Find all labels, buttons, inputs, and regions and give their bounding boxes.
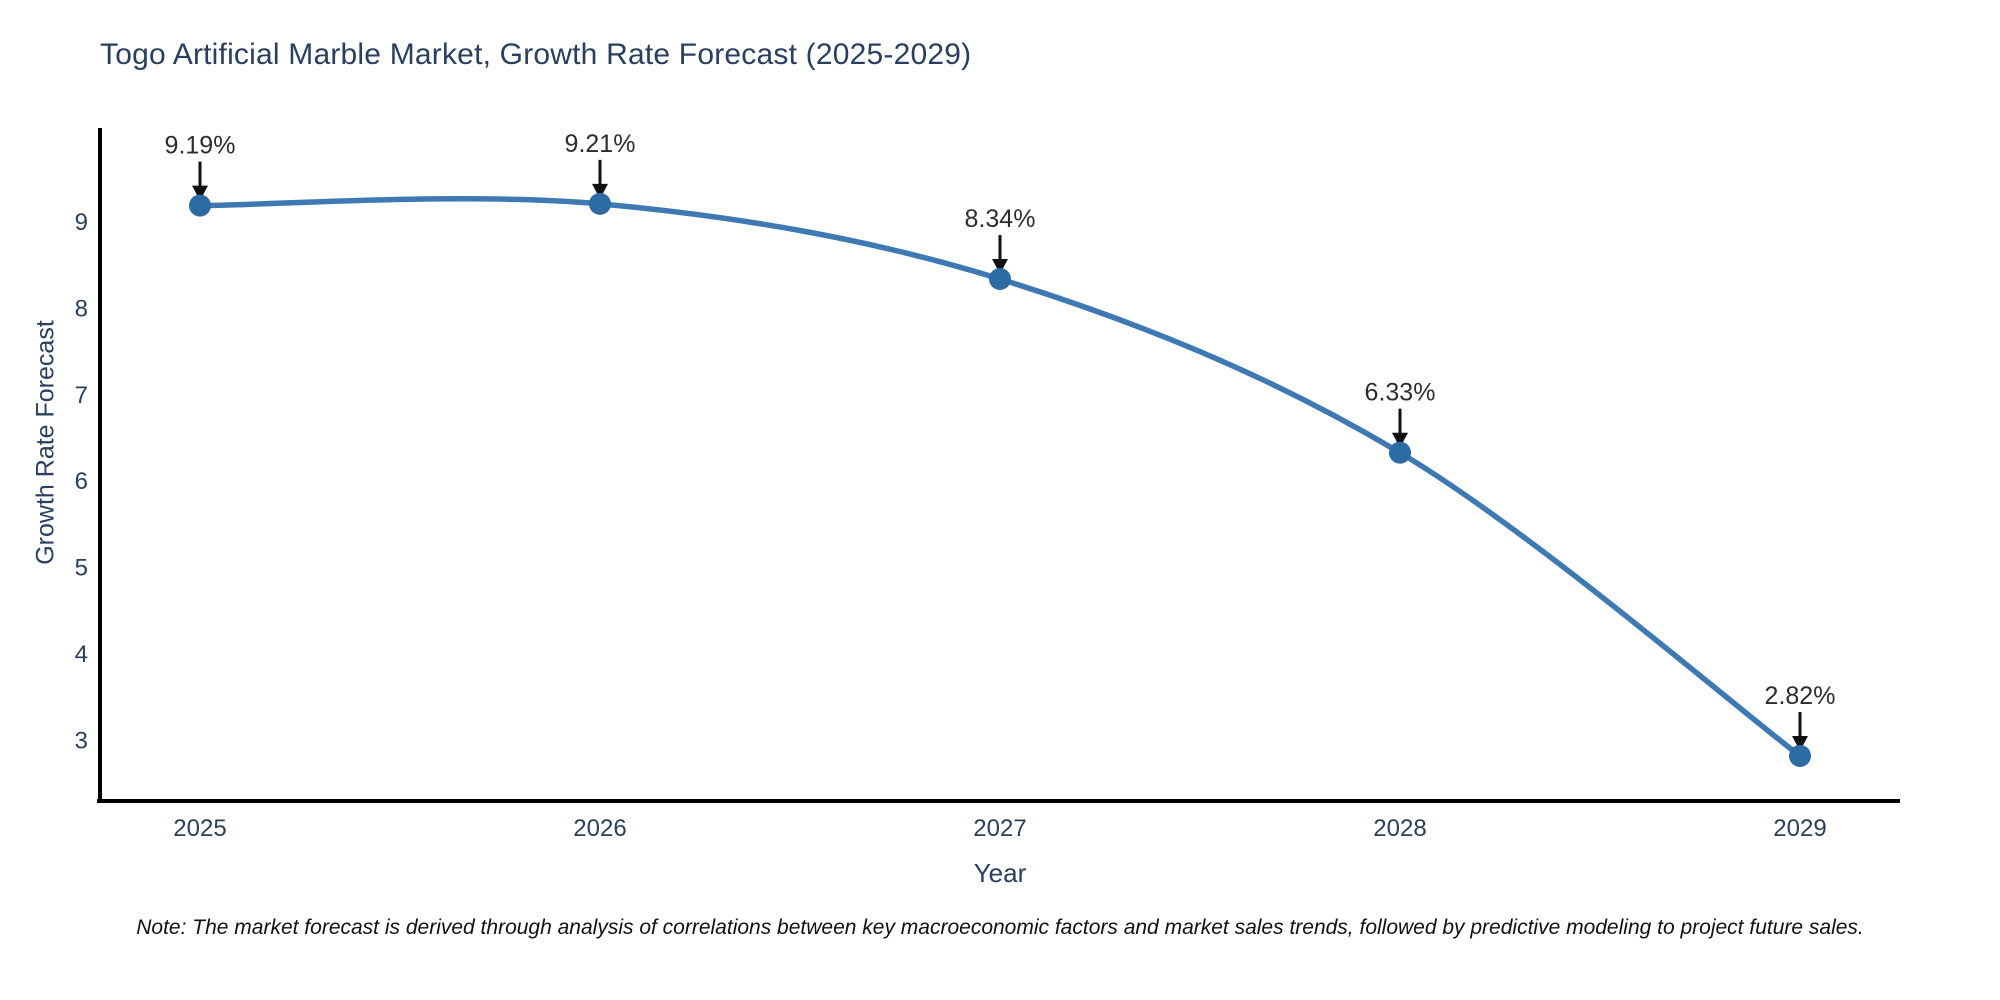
annotation-arrow-head (992, 259, 1008, 275)
y-tick-label: 8 (75, 295, 88, 322)
y-tick-label: 4 (75, 641, 88, 668)
data-point-marker[interactable] (1389, 441, 1411, 464)
y-tick-label: 3 (75, 727, 88, 754)
data-point-marker[interactable] (989, 268, 1011, 291)
x-tick-label: 2029 (1773, 815, 1826, 842)
x-tick-label: 2026 (573, 815, 626, 842)
data-point-label: 9.21% (565, 130, 636, 158)
data-point-marker[interactable] (589, 192, 611, 215)
data-point-marker[interactable] (189, 194, 211, 217)
y-tick-label: 5 (75, 555, 88, 582)
x-axis-title: Year (973, 858, 1027, 888)
chart-title: Togo Artificial Marble Market, Growth Ra… (100, 38, 972, 71)
x-tick-label: 2027 (973, 815, 1026, 842)
x-tick-label: 2025 (173, 815, 226, 842)
data-point-label: 6.33% (1365, 379, 1436, 407)
data-point-label: 9.19% (165, 132, 236, 160)
annotation-arrow-head (192, 185, 208, 201)
data-point-label: 2.82% (1765, 682, 1836, 710)
annotation-arrow-head (1792, 735, 1808, 751)
footnote: Note: The market forecast is derived thr… (136, 916, 1864, 939)
data-point-marker[interactable] (1789, 744, 1811, 767)
x-tick-label: 2028 (1373, 815, 1426, 842)
data-point-label: 8.34% (965, 205, 1036, 233)
annotation-arrow-head (1392, 432, 1408, 448)
y-tick-label: 7 (75, 382, 88, 409)
annotation-arrow-head (592, 183, 608, 199)
y-tick-label: 6 (75, 468, 88, 495)
y-tick-label: 9 (75, 209, 88, 236)
